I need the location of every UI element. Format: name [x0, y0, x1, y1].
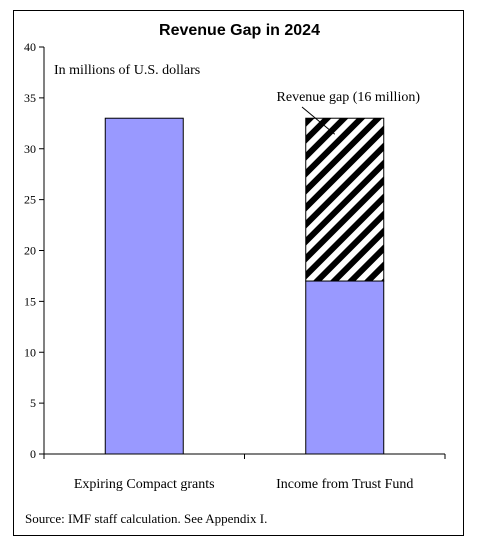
chart-frame: Revenue Gap in 2024 [13, 10, 464, 536]
gap-bar-segment [305, 117, 385, 282]
annotation-leader-line [301, 106, 336, 135]
chart-title: Revenue Gap in 2024 [159, 22, 320, 39]
bar-2 [305, 280, 385, 455]
y-tick-label: 15 [24, 294, 36, 308]
x-category-label: Income from Trust Fund [276, 477, 413, 492]
y-tick-label: 40 [24, 40, 36, 54]
annotation-label: Revenue gap (16 million) [277, 90, 421, 105]
y-tick-label: 0 [30, 447, 36, 461]
y-tick-label: 25 [24, 193, 36, 207]
y-tick-label: 5 [30, 396, 36, 410]
y-tick-label: 10 [24, 345, 36, 359]
bar-1 [104, 117, 184, 455]
x-category-label: Expiring Compact grants [74, 477, 215, 492]
y-tick-label: 35 [24, 91, 36, 105]
y-tick-label: 30 [24, 142, 36, 156]
y-tick-label: 20 [24, 244, 36, 258]
chart-subtitle: In millions of U.S. dollars [54, 63, 200, 78]
source-note: Source: IMF staff calculation. See Appen… [25, 511, 267, 526]
